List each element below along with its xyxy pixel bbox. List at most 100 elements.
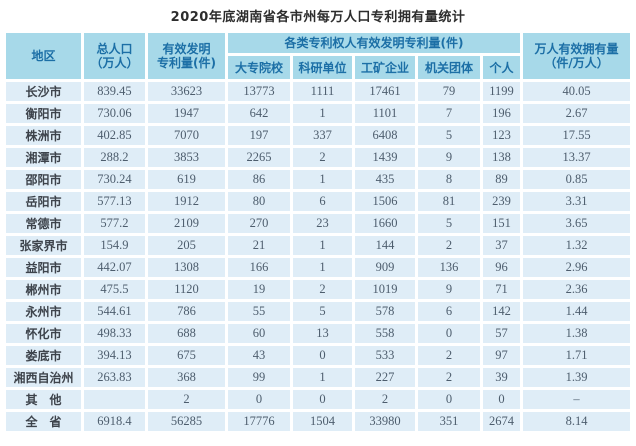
cell-enterprise: 144 [354,236,415,255]
cell-valid: 1912 [147,192,225,211]
cell-valid: 7070 [147,126,225,145]
cell-research: 1111 [292,82,352,101]
cell-organization: 5 [417,126,480,145]
table-row: 郴州市 475.5 1120 19 2 1019 9 71 2.36 [5,280,631,299]
cell-population: 730.24 [83,170,145,189]
cell-research: 1 [292,104,352,123]
cell-region: 湘西自治州 [5,368,81,387]
header-sub-college: 大专院校 [227,56,290,79]
cell-per10k: – [523,390,631,409]
cell-organization: 2 [417,236,480,255]
cell-organization: 136 [417,258,480,277]
table-row: 株洲市 402.85 7070 197 337 6408 5 123 17.55 [5,126,631,145]
cell-valid: 2109 [147,214,225,233]
header-valid-patents-line1: 有效发明 [162,42,211,56]
cell-region: 常德市 [5,214,81,233]
cell-personal: 196 [482,104,521,123]
cell-organization: 2 [417,346,480,365]
cell-enterprise: 6408 [354,126,415,145]
cell-valid: 1947 [147,104,225,123]
table-row: 长沙市 839.45 33623 13773 1111 17461 79 1199 40.05 [5,82,631,101]
cell-college: 60 [227,324,290,343]
table-row: 常德市 577.2 2109 270 23 1660 5 151 3.65 [5,214,631,233]
cell-per10k: 8.14 [523,412,631,431]
cell-per10k: 13.37 [523,148,631,167]
cell-region: 湘潭市 [5,148,81,167]
header-patentee-group: 各类专利权人有效发明专利量(件) [227,33,521,53]
patent-statistics-table: 地区 总人口 （万人） 有效发明 专利量(件) 各类专利权人有效发明专利量(件)… [3,30,633,434]
cell-enterprise: 1101 [354,104,415,123]
header-valid-patents: 有效发明 专利量(件) [147,33,225,79]
header-row-top: 地区 总人口 （万人） 有效发明 专利量(件) 各类专利权人有效发明专利量(件)… [5,33,631,79]
cell-research: 1 [292,170,352,189]
cell-research: 2 [292,148,352,167]
cell-enterprise: 533 [354,346,415,365]
table-row: 永州市 544.61 786 55 5 578 6 142 1.44 [5,302,631,321]
table-row: 益阳市 442.07 1308 166 1 909 136 96 2.96 [5,258,631,277]
cell-college: 43 [227,346,290,365]
cell-per10k: 1.71 [523,346,631,365]
cell-organization: 0 [417,390,480,409]
cell-region: 娄底市 [5,346,81,365]
cell-research: 0 [292,390,352,409]
cell-population: 577.13 [83,192,145,211]
header-per-10k: 万人有效拥有量 （件/万人） [523,33,631,79]
cell-college: 19 [227,280,290,299]
header-per-10k-line2: （件/万人） [544,56,609,70]
cell-per10k: 2.67 [523,104,631,123]
cell-enterprise: 1506 [354,192,415,211]
cell-enterprise: 227 [354,368,415,387]
cell-research: 13 [292,324,352,343]
cell-per10k: 1.44 [523,302,631,321]
cell-population: 6918.4 [83,412,145,431]
cell-research: 1 [292,368,352,387]
table-row: 其 他 2 0 0 2 0 0– [5,390,631,409]
cell-valid: 56285 [147,412,225,431]
cell-organization: 79 [417,82,480,101]
table-row: 衡阳市 730.06 1947 642 1 1101 7 196 2.67 [5,104,631,123]
cell-personal: 0 [482,390,521,409]
cell-personal: 39 [482,368,521,387]
header-sub-research: 科研单位 [292,56,352,79]
cell-population: 498.33 [83,324,145,343]
cell-organization: 8 [417,170,480,189]
header-sub-personal: 个人 [482,56,521,79]
cell-college: 80 [227,192,290,211]
header-row-sub: 大专院校 科研单位 工矿企业 机关团体 个人 [6,56,630,79]
cell-population: 288.2 [83,148,145,167]
cell-per10k: 1.38 [523,324,631,343]
table-header: 地区 总人口 （万人） 有效发明 专利量(件) 各类专利权人有效发明专利量(件)… [5,33,631,79]
cell-personal: 71 [482,280,521,299]
cell-personal: 2674 [482,412,521,431]
cell-valid: 619 [147,170,225,189]
cell-valid: 675 [147,346,225,365]
cell-research: 0 [292,346,352,365]
cell-per10k: 3.31 [523,192,631,211]
cell-per10k: 2.36 [523,280,631,299]
header-population-line1: 总人口 [96,42,133,56]
header-per-10k-line1: 万人有效拥有量 [534,42,619,56]
cell-organization: 7 [417,104,480,123]
header-sub-enterprise: 工矿企业 [354,56,415,79]
cell-per10k: 17.55 [523,126,631,145]
cell-research: 337 [292,126,352,145]
cell-valid: 368 [147,368,225,387]
cell-organization: 9 [417,148,480,167]
cell-enterprise: 33980 [354,412,415,431]
cell-region: 全 省 [5,412,81,431]
table-row: 湘西自治州 263.83 368 99 1 227 2 39 1.39 [5,368,631,387]
cell-personal: 138 [482,148,521,167]
header-sub-organization: 机关团体 [417,56,480,79]
table-row: 全 省 6918.4 56285 17776 1504 33980 351 2674 8.14 [5,412,631,431]
cell-valid: 2 [147,390,225,409]
table-row: 娄底市 394.13 675 43 0 533 2 97 1.71 [5,346,631,365]
cell-valid: 1120 [147,280,225,299]
cell-per10k: 2.96 [523,258,631,277]
cell-per10k: 3.65 [523,214,631,233]
cell-per10k: 40.05 [523,82,631,101]
cell-organization: 9 [417,280,480,299]
cell-per10k: 0.85 [523,170,631,189]
cell-personal: 1199 [482,82,521,101]
cell-region: 长沙市 [5,82,81,101]
table-row: 张家界市 154.9 205 21 1 144 2 37 1.32 [5,236,631,255]
